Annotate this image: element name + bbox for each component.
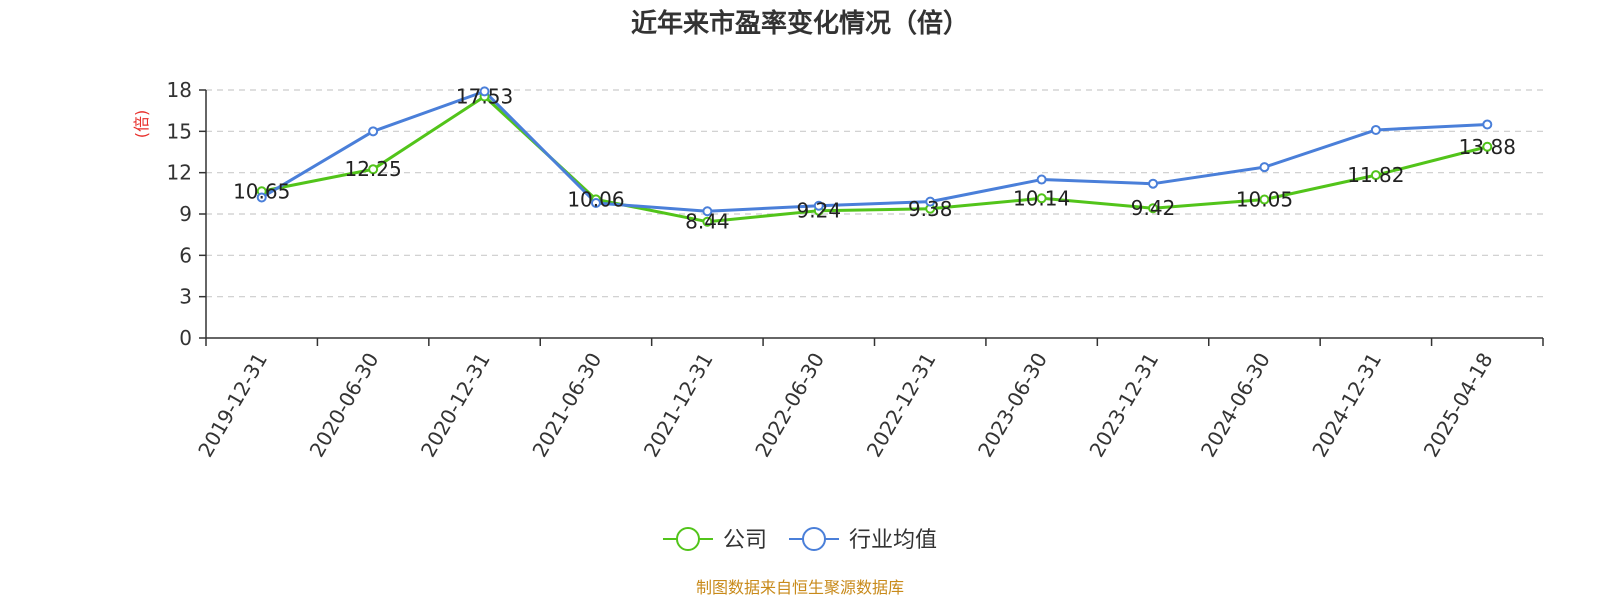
grid [206, 89, 1543, 298]
y-tick-label: 3 [179, 285, 192, 309]
data-label: 10.14 [1013, 186, 1070, 210]
x-tick-label: 2023-12-31 [1084, 349, 1163, 462]
data-label: 10.06 [567, 187, 624, 211]
data-point[interactable] [1259, 194, 1270, 205]
x-tick-label: 2025-04-18 [1419, 349, 1498, 462]
series-lines [256, 86, 1493, 227]
data-point[interactable] [1148, 203, 1159, 214]
data-point[interactable] [590, 197, 601, 208]
legend-label: 公司 [723, 528, 767, 553]
x-tick-label: 2024-06-30 [1196, 349, 1275, 462]
data-label: 12.25 [344, 157, 401, 181]
data-point[interactable] [702, 206, 713, 217]
data-point[interactable] [702, 216, 713, 227]
source-note: 制图数据来自恒生聚源数据库 [696, 578, 904, 597]
x-tick-label: 2024-12-31 [1307, 349, 1386, 462]
legend[interactable]: 公司 行业均值 [662, 527, 937, 553]
chart-title: 近年来市盈率变化情况（倍） [631, 8, 969, 39]
data-point[interactable] [1036, 193, 1047, 204]
data-point[interactable] [1482, 141, 1493, 152]
y-tick-label: 18 [167, 78, 192, 102]
data-label: 13.88 [1459, 135, 1516, 159]
data-point[interactable] [813, 200, 824, 211]
x-tick-label: 2022-12-31 [862, 348, 941, 461]
legend-marker-icon [802, 527, 826, 551]
data-point[interactable] [1370, 124, 1381, 135]
x-tick-label: 2020-12-31 [416, 348, 495, 461]
x-tick-label: 2019-12-31 [193, 349, 272, 462]
x-tick-label: 2023-06-30 [973, 349, 1052, 462]
y-tick-label: 6 [179, 243, 192, 267]
data-label: 10.05 [1236, 188, 1293, 212]
x-tick-label: 2020-06-30 [305, 349, 384, 462]
data-label: 9.42 [1131, 196, 1176, 220]
data-label: 11.82 [1347, 163, 1404, 187]
data-point[interactable] [368, 164, 379, 175]
data-label: 10.65 [233, 179, 290, 203]
data-label: 9.38 [908, 197, 953, 221]
series-line-0 [261, 94, 1488, 224]
legend-item-0[interactable]: 公司 [662, 527, 767, 553]
x-tick-label: 2021-12-31 [639, 349, 718, 462]
data-point[interactable] [1148, 178, 1159, 189]
data-point[interactable] [1482, 119, 1493, 130]
legend-label: 行业均值 [849, 528, 937, 553]
y-tick-label: 0 [179, 326, 192, 350]
data-point[interactable] [1370, 170, 1381, 181]
series-line-1 [260, 89, 1488, 213]
data-label: 8.44 [685, 210, 730, 234]
legend-item-1[interactable]: 行业均值 [789, 527, 937, 553]
y-tick-label: 12 [167, 161, 192, 185]
y-tick-label: 9 [179, 202, 192, 226]
data-point[interactable] [1036, 174, 1047, 185]
y-tick-label: 15 [167, 119, 192, 143]
data-point[interactable] [479, 86, 490, 97]
legend-marker-icon [675, 527, 700, 551]
data-point[interactable] [925, 196, 936, 207]
data-point[interactable] [256, 192, 267, 203]
data-labels: 10.65 12.25 17.53 10.06 8.44 9.24 9.38 10.14 9.4… [233, 84, 1516, 233]
data-point[interactable] [368, 126, 379, 137]
y-axis-label: (倍) [132, 110, 151, 139]
x-tick-label: 2021-06-30 [527, 349, 606, 462]
data-label: 17.53 [456, 84, 513, 108]
x-tick-label: 2022-06-30 [750, 349, 829, 462]
data-label: 9.24 [797, 199, 842, 223]
data-point[interactable] [1259, 162, 1270, 173]
